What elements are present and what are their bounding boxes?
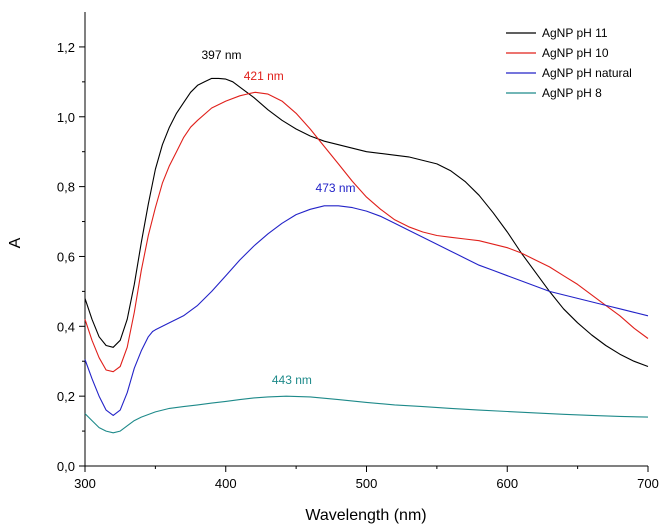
y-tick-label: 0,0 bbox=[57, 459, 75, 474]
peak-label: 397 nm bbox=[202, 48, 242, 62]
x-tick-label: 700 bbox=[637, 476, 659, 491]
legend-label: AgNP pH 10 bbox=[542, 46, 609, 60]
y-axis-title: A bbox=[7, 237, 24, 248]
x-tick-label: 300 bbox=[74, 476, 96, 491]
series-line bbox=[84, 395, 649, 434]
y-tick-label: 0,2 bbox=[57, 389, 75, 404]
y-tick-label: 0,4 bbox=[57, 319, 75, 334]
y-tick-label: 1,0 bbox=[57, 110, 75, 125]
y-tick-label: 0,8 bbox=[57, 180, 75, 195]
x-tick-label: 600 bbox=[496, 476, 518, 491]
peak-label: 421 nm bbox=[244, 69, 284, 83]
legend-label: AgNP pH 11 bbox=[542, 26, 608, 40]
legend-label: AgNP pH 8 bbox=[542, 86, 602, 100]
axes bbox=[84, 12, 648, 467]
ticks: 300 400 500 600 700 0,0 0,2 0,4 0,6 0,8 1,0 1,2 bbox=[57, 40, 659, 491]
series-lines bbox=[84, 77, 649, 434]
legend-label: AgNP pH natural bbox=[542, 66, 632, 80]
x-tick-label: 500 bbox=[356, 476, 378, 491]
peak-label: 443 nm bbox=[272, 373, 312, 387]
legend: AgNP pH 11 AgNP pH 10 AgNP pH natural AgNP … bbox=[506, 26, 632, 100]
y-tick-label: 1,2 bbox=[57, 40, 75, 55]
y-tick-label: 0,6 bbox=[57, 249, 75, 264]
series-line bbox=[84, 77, 649, 368]
x-tick-label: 400 bbox=[215, 476, 237, 491]
peak-label: 473 nm bbox=[316, 181, 356, 195]
series-line bbox=[84, 91, 649, 373]
x-axis-title: Wavelength (nm) bbox=[305, 507, 426, 524]
series-line bbox=[84, 205, 649, 416]
